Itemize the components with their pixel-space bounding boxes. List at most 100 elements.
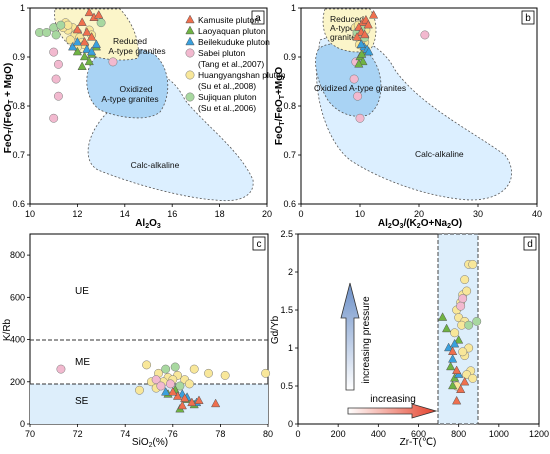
panel-a-point-beilekuduke-pluton <box>82 44 92 53</box>
panel-c-point-sujiquan-pluton <box>170 362 180 372</box>
panel-c-marks <box>56 360 271 413</box>
panel-a-point-beilekuduke-pluton <box>72 36 83 46</box>
panel-b-label-reduced-1: Reduced <box>330 14 364 24</box>
panel-d-point-huangyangshan-pluton <box>462 286 472 296</box>
panel-d-ytick-label: 2 <box>288 267 293 277</box>
panel-c-point-huangyangshan-pluton <box>142 360 152 370</box>
panel-b-xtick-label: 10 <box>355 209 365 219</box>
panel-c-point-kamusite-pluton <box>187 397 197 407</box>
panel-a-point-laoyaquan-pluton <box>84 56 94 66</box>
panel-c-point-huangyangshan-pluton <box>135 385 144 395</box>
panel-a-point-kamusite-pluton <box>84 7 94 17</box>
legend-sub-sujiquan-pluton: (Su et al.,2006) <box>198 103 256 113</box>
panel-d-point-kamusite-pluton <box>460 376 470 386</box>
panel-b-point-beilekuduke-pluton <box>356 39 366 48</box>
panel-a-xtick-label: 12 <box>72 209 82 219</box>
panel-b-ytick-label: 1 <box>291 3 296 13</box>
panel-d-ytick-label: 1.5 <box>280 305 293 315</box>
panel-b-letter-box <box>521 10 535 25</box>
panel-b-ytick-label: 0.8 <box>283 101 296 111</box>
panel-d-point-kamusite-pluton <box>452 395 462 405</box>
panel-a-point-sabei-pluton <box>49 113 59 123</box>
panel-a-point-kamusite-pluton <box>72 24 83 34</box>
panel-c-point-sabei-pluton <box>56 364 66 374</box>
panel-d-point-laoyaquan-pluton <box>441 323 452 333</box>
legend-label-kamusite-pluton: Kamusite pluton <box>198 15 259 25</box>
panel-c-se-band <box>30 384 268 424</box>
panel-c-point-huangyangshan-pluton <box>261 368 271 378</box>
panel-d-ytick-label: 2.5 <box>280 229 293 239</box>
panel-a-point-sabei-pluton <box>51 74 61 84</box>
panel-c-point-kamusite-pluton <box>177 400 187 410</box>
panel-a-xtick-label: 18 <box>215 209 225 219</box>
legend-label-laoyaquan-pluton: Laoyaquan pluton <box>198 26 266 36</box>
panel-b-point-laoyaquan-pluton <box>354 58 364 68</box>
panel-d-xtick-label: 200 <box>331 429 346 439</box>
panel-b-axes: 0 10 20 30 40 0.6 0.7 0.8 0.9 1 <box>283 3 542 219</box>
panel-b-ylabel: FeOT/FeOT+MgO <box>274 67 286 146</box>
panel-c-xtick-label: 72 <box>73 429 83 439</box>
panel-a-ytick-label: 0.6 <box>12 199 25 209</box>
panel-c-ytick-label: 400 <box>10 335 25 345</box>
panel-a-point-beilekuduke-pluton <box>87 46 97 56</box>
panel-a-xtick-label: 10 <box>25 209 35 219</box>
panel-d-xtick-label: 800 <box>451 429 466 439</box>
panel-c-label-ue: UE <box>75 286 89 297</box>
panel-c-point-beilekuduke-pluton <box>161 386 171 396</box>
panel-a-xtick-label: 20 <box>262 209 272 219</box>
panel-c-label-me: ME <box>75 357 90 368</box>
panel-a-point-kamusite-pluton <box>77 17 87 26</box>
panel-c-xtick-label: 74 <box>120 429 130 439</box>
legend-label-beilekuduke-pluton: Beilekuduke pluton <box>198 37 270 47</box>
panel-d-frame <box>297 233 540 425</box>
panel-a-ytick-label: 1 <box>20 3 25 13</box>
panel-d-xtick-label: 0 <box>295 429 300 439</box>
panel-a-letter: a <box>255 13 261 24</box>
panel-a-ytick-label: 0.8 <box>12 101 25 111</box>
panel-b-marks <box>349 9 430 123</box>
panel-d-point-laoyaquan-pluton <box>448 380 458 390</box>
panel-d-annot-increasing: increasing <box>370 394 416 405</box>
panel-d-annot-pressure: increasing pressure <box>361 296 372 384</box>
panel-b-ytick-label: 0.9 <box>283 52 296 62</box>
panel-d-xlabel: Zr-T(℃) <box>400 437 437 448</box>
panel-d-pressure-arrow <box>340 282 360 391</box>
panel-a-xtick-label: 16 <box>167 209 177 219</box>
panel-a-point-kamusite-pluton <box>82 27 92 36</box>
panel-c-label-se: SE <box>75 396 89 407</box>
panel-b: Reduced A-type granites Oxidized A-type … <box>274 3 542 230</box>
panel-d-letter: d <box>527 239 533 250</box>
panel-c-point-kamusite-pluton <box>194 395 204 404</box>
panel-d-point-huangyangshan-pluton <box>460 275 470 285</box>
panel-b-letter: b <box>525 13 531 24</box>
legend-marker-sujiquan-pluton <box>185 92 195 102</box>
panel-c-point-sabei-pluton <box>151 375 161 385</box>
panel-a-ytick-label: 0.9 <box>12 52 25 62</box>
legend-marker-beilekuduke-pluton <box>185 36 195 46</box>
panel-a-point-beilekuduke-pluton <box>68 41 78 51</box>
panel-a-axes: 10 12 14 16 18 20 0.6 0.7 0.8 0.9 1 <box>12 3 272 219</box>
panel-d-point-huangyangshan-pluton <box>450 328 460 338</box>
panel-d-ytick-label: 0.5 <box>280 381 293 391</box>
panel-c-xtick-label: 76 <box>168 429 178 439</box>
panel-b-point-sabei-pluton <box>349 74 359 84</box>
panel-b-xtick-label: 20 <box>414 209 424 219</box>
panel-d-point-sujiquan-pluton <box>464 320 474 330</box>
panel-d: increasing pressure increasing 0 200 400 60… <box>270 229 549 448</box>
panel-c-point-huangyangshan-pluton <box>204 368 213 378</box>
panel-b-ytick-label: 0.6 <box>283 199 296 209</box>
panel-d-xtick-label: 1000 <box>489 429 509 439</box>
panel-d-point-huangyangshan-pluton <box>468 373 478 383</box>
panel-a-letter-box <box>251 10 265 25</box>
panel-b-label-calc: Calc-alkaline <box>415 149 464 159</box>
legend-label-huangyangshan-pluton: Huangyangshan pluton <box>198 70 286 80</box>
panel-a-ytick-label: 0.7 <box>12 150 25 160</box>
panel-b-xlabel: Al2O3/(K2O+Na2O) <box>378 218 462 230</box>
panel-c-point-huangyangshan-pluton <box>189 364 199 374</box>
panel-a-point-sujiquan-pluton <box>51 30 61 40</box>
panel-d-marks <box>437 259 482 405</box>
panel-d-xtick-label: 600 <box>411 429 426 439</box>
panel-b-xtick-label: 0 <box>298 209 303 219</box>
panel-d-ytick-label: 1 <box>288 343 293 353</box>
